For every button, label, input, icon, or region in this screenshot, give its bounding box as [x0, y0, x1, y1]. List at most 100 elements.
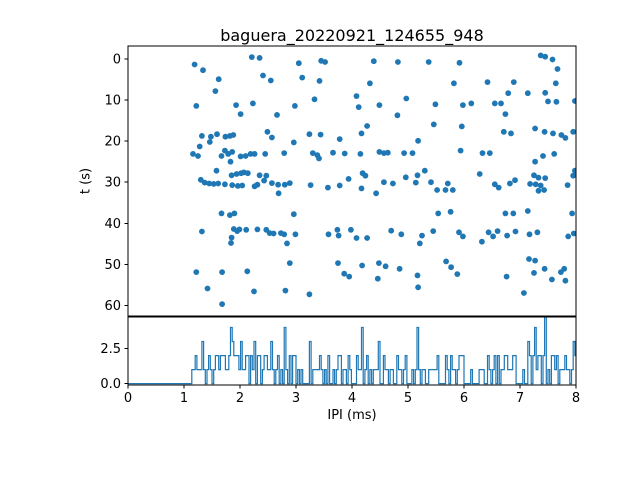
scatter-point [484, 79, 491, 85]
scatter-point [527, 181, 533, 187]
scatter-point [381, 179, 387, 186]
scatter-point [234, 183, 241, 189]
scatter-point [373, 190, 379, 197]
scatter-point [359, 262, 365, 269]
scatter-point [196, 143, 203, 150]
scatter-point [199, 228, 205, 235]
scatter-point [201, 179, 208, 186]
scatter-point [275, 181, 281, 188]
scatter-point [541, 187, 547, 193]
scatter-point [322, 59, 328, 65]
scatter-point [512, 228, 519, 235]
x-tick-label: 5 [404, 391, 412, 406]
scatter-point [535, 187, 542, 194]
scatter-point [233, 171, 240, 177]
scatter-point [193, 103, 200, 109]
scatter-point [270, 230, 277, 237]
scatter-point [281, 150, 288, 157]
scatter-point [218, 210, 225, 217]
scatter-point [261, 177, 267, 184]
scatter-point [341, 150, 348, 157]
scatter-point [247, 151, 254, 157]
scatter-point [414, 272, 421, 279]
scatter-point [228, 172, 235, 179]
scatter-point [428, 179, 434, 186]
y-tick-label: 0.0 [100, 377, 121, 392]
scatter-point [454, 271, 461, 277]
y-axis-label: t (s) [78, 167, 94, 195]
scatter-point [233, 102, 240, 108]
scatter-point [254, 226, 261, 233]
scatter-point [545, 98, 551, 105]
scatter-point [336, 136, 343, 143]
scatter-point [565, 233, 572, 240]
plot-title: baguera_20220921_124655_948 [220, 26, 484, 45]
scatter-axes-border [127, 45, 577, 317]
scatter-point [306, 131, 313, 138]
scatter-point [541, 128, 548, 135]
scatter-point [451, 80, 457, 87]
scatter-point [348, 226, 354, 233]
scatter-point [362, 172, 369, 179]
scatter-point [534, 229, 541, 236]
scatter-point [532, 158, 538, 165]
scatter-point [229, 149, 236, 155]
scatter-point [394, 112, 401, 119]
scatter-point [341, 270, 348, 277]
scatter-point [228, 240, 234, 246]
scatter-point [412, 179, 419, 186]
x-tick-label: 3 [292, 391, 300, 406]
scatter-point [505, 90, 512, 97]
scatter-point [275, 190, 282, 197]
scatter-point [243, 226, 250, 233]
scatter-point [414, 172, 421, 179]
scatter-point [398, 231, 405, 238]
scatter-point [248, 54, 255, 60]
scatter-point [376, 260, 382, 266]
scatter-point [562, 277, 569, 284]
scatter-point [444, 180, 451, 187]
scatter-point [281, 231, 288, 238]
scatter-point [219, 301, 226, 307]
scatter-point [551, 151, 558, 157]
scatter-point [208, 133, 214, 140]
y-tick-label: 30 [104, 176, 121, 191]
scatter-point [237, 111, 244, 117]
scatter-point [570, 230, 576, 237]
scatter-point [227, 158, 234, 165]
scatter-point [537, 182, 544, 189]
scatter-point [549, 56, 556, 63]
scatter-point [510, 79, 517, 85]
scatter-point [572, 98, 576, 104]
scatter-point [537, 52, 544, 59]
scatter-point [295, 60, 302, 67]
x-tick-label: 2 [236, 391, 244, 406]
scatter-point [553, 98, 560, 105]
scatter-point [309, 150, 316, 157]
scatter-point [443, 258, 449, 265]
scatter-point [415, 284, 421, 291]
scatter-point [306, 291, 313, 298]
scatter-point [549, 276, 555, 283]
scatter-point [251, 151, 258, 157]
scatter-point [561, 265, 568, 272]
scatter-point [357, 151, 364, 157]
scatter-point [200, 67, 206, 74]
scatter-point [402, 174, 409, 181]
x-tick-label: 8 [572, 391, 580, 406]
scatter-point [227, 212, 233, 219]
scatter-point [541, 265, 548, 272]
scatter-point [286, 180, 293, 187]
x-tick-label: 7 [516, 391, 524, 406]
scatter-point [448, 264, 454, 271]
y-tick-label: 20 [104, 135, 121, 150]
scatter-point [292, 103, 298, 109]
scatter-point [447, 208, 454, 215]
scatter-point [449, 187, 456, 193]
scatter-point [206, 139, 213, 145]
scatter-point [507, 180, 513, 187]
scatter-point [336, 182, 343, 189]
scatter-point [353, 93, 360, 99]
scatter-point [290, 139, 297, 146]
scatter-point [552, 80, 559, 87]
